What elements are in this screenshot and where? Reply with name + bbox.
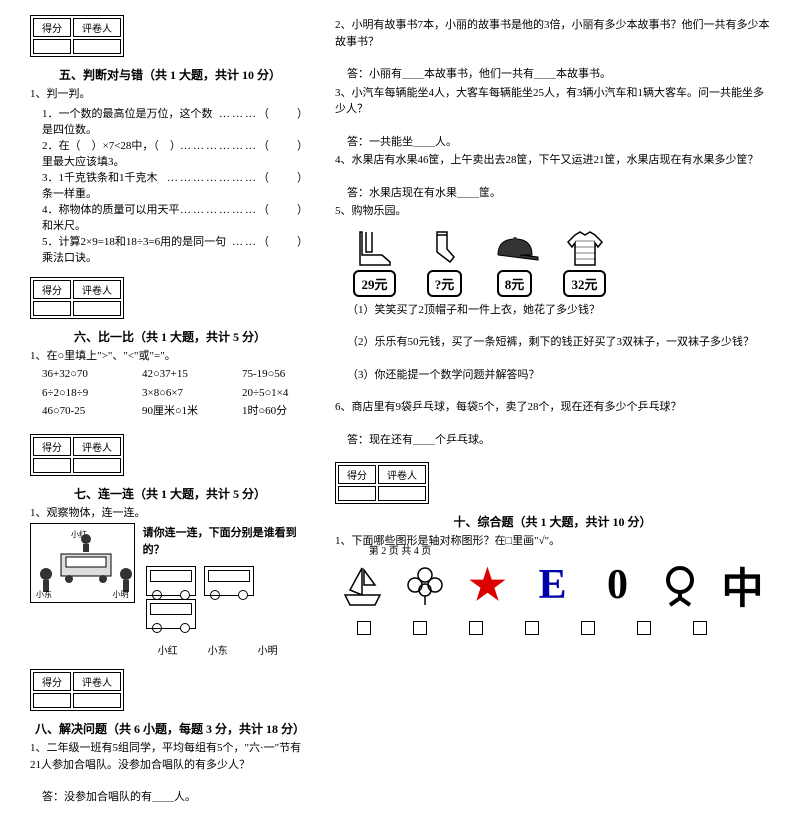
s6-r2c3: 20÷5○1×4	[242, 387, 288, 399]
s8-q5-1: （1）笑笑买了2顶帽子和一件上衣，她花了多少钱？	[335, 302, 770, 319]
s5-item-4: 4．称物体的质量可以用天平和米尺。	[42, 201, 180, 233]
s5-lead: 1、判一判。	[30, 86, 310, 103]
price-boots: 29元	[353, 270, 395, 297]
reviewer-label: 评卷人	[73, 18, 121, 37]
symbol-boat	[335, 560, 390, 610]
score-box-6: 得分评卷人	[30, 277, 124, 319]
checkbox-1[interactable]	[357, 621, 371, 635]
s6-r3c3: 1时○60分	[242, 405, 287, 417]
s8-a2: 答：小丽有＿＿本故事书，他们一共有＿＿本故事书。	[335, 66, 770, 83]
bus-view-1	[146, 566, 196, 596]
symbol-zero: 0	[590, 561, 645, 609]
s6-r3c1: 46○70-25	[42, 403, 142, 420]
s8-a3: 答：一共能坐＿＿人。	[335, 134, 770, 151]
item-boots: 29元	[347, 225, 402, 297]
page-footer: 第 2 页 共 4 页	[0, 542, 800, 557]
s8-q1: 1、二年级一班有5组同学，平均每组有5个，"六·一"节有21人参加合唱队。没参加…	[30, 740, 310, 773]
checkbox-3[interactable]	[469, 621, 483, 635]
s8-q2: 2、小明有故事书7本，小丽的故事书是他的3倍，小丽有多少本故事书？他们一共有多少…	[335, 17, 770, 50]
s8-a4: 答：水果店现在有水果＿＿筐。	[335, 185, 770, 202]
bus-view-2	[204, 566, 254, 596]
s6-r1c3: 75-19○56	[242, 368, 285, 380]
observation-picture: 小红 小东 小明	[30, 523, 135, 603]
s6-r2c1: 6÷2○18÷9	[42, 385, 142, 402]
s6-r1c2: 42○37+15	[142, 366, 242, 383]
price-cap: 8元	[497, 270, 533, 297]
s8-q5: 5、购物乐园。	[335, 203, 770, 220]
section-6-title: 六、比一比（共 1 大题，共计 5 分）	[30, 328, 310, 345]
score-box-8: 得分评卷人	[30, 669, 124, 711]
s8-q3: 3、小汽车每辆能坐4人，大客车每辆能坐25人，有3辆小汽车和1辆大客车。问一共能…	[335, 85, 770, 118]
price-socks: ?元	[427, 270, 463, 297]
checkbox-7[interactable]	[693, 621, 707, 635]
s5-item-1: 1．一个数的最高位是万位，这个数是四位数。	[42, 105, 219, 137]
name-xd: 小东	[208, 642, 228, 657]
s8-q6: 6、商店里有9袋乒乓球，每袋5个，卖了28个，现在还有多少个乒乓球？	[335, 399, 770, 416]
score-box-7: 得分评卷人	[30, 434, 124, 476]
s5-item-5: 5．计算2×9=18和18÷3=6用的是同一句乘法口诀。	[42, 233, 232, 265]
name-xh: 小红	[158, 642, 178, 657]
symbol-rail	[655, 560, 705, 610]
section-10-title: 十、综合题（共 1 大题，共计 10 分）	[335, 513, 770, 530]
s6-r3c2: 90厘米○1米	[142, 403, 242, 420]
section-8-title: 八、解决问题（共 6 小题，每题 3 分，共计 18 分）	[30, 720, 310, 737]
symbol-zhong: 中	[715, 555, 770, 616]
left-column: 得分评卷人 五、判断对与错（共 1 大题，共计 10 分） 1、判一判。 1．一…	[30, 15, 310, 808]
s5-item-2: 2．在（ ）×7<28中，（ ）里最大应该填3。	[42, 137, 180, 169]
right-column: 2、小明有故事书7本，小丽的故事书是他的3倍，小丽有多少本故事书？他们一共有多少…	[335, 15, 770, 808]
symbol-e: E	[525, 561, 580, 609]
s6-r2c2: 3×8○6×7	[142, 385, 242, 402]
section-7-title: 七、连一连（共 1 大题，共计 5 分）	[30, 485, 310, 502]
dots: ………（ ）	[219, 105, 310, 137]
price-shirt: 32元	[563, 270, 605, 297]
s8-q5-2: （2）乐乐有50元钱，买了一条短裤，剩下的钱正好买了3双袜子，一双袜子多少钱？	[335, 334, 770, 351]
s7-lead: 1、观察物体，连一连。	[30, 505, 310, 522]
item-socks: ?元	[417, 225, 472, 297]
s5-item-3: 3．1千克铁条和1千克木条一样重。	[42, 169, 167, 201]
s8-a1: 答：没参加合唱队的有＿＿人。	[30, 789, 310, 806]
bus-view-3	[146, 599, 196, 629]
checkbox-2[interactable]	[413, 621, 427, 635]
score-box-5: 得分评卷人	[30, 15, 124, 57]
s6-lead: 1、在○里填上">"、"<"或"="。	[30, 348, 310, 365]
checkbox-4[interactable]	[525, 621, 539, 635]
checkbox-5[interactable]	[581, 621, 595, 635]
s8-a6: 答：现在还有＿＿个乒乓球。	[335, 432, 770, 449]
symbol-star: ★	[460, 560, 515, 610]
checkbox-6[interactable]	[637, 621, 651, 635]
s6-r1c1: 36+32○70	[42, 366, 142, 383]
s8-q5-3: （3）你还能提一个数学问题并解答吗？	[335, 367, 770, 384]
section-5-title: 五、判断对与错（共 1 大题，共计 10 分）	[30, 66, 310, 83]
item-shirt: 32元	[557, 225, 612, 297]
score-box-10: 得分评卷人	[335, 462, 429, 504]
name-xm: 小明	[258, 642, 278, 657]
item-cap: 8元	[487, 225, 542, 297]
symbol-flower	[400, 560, 450, 610]
s8-q4: 4、水果店有水果46筐，上午卖出去28筐，下午又运进21筐，水果店现在有水果多少…	[335, 152, 770, 169]
score-label: 得分	[33, 18, 71, 37]
